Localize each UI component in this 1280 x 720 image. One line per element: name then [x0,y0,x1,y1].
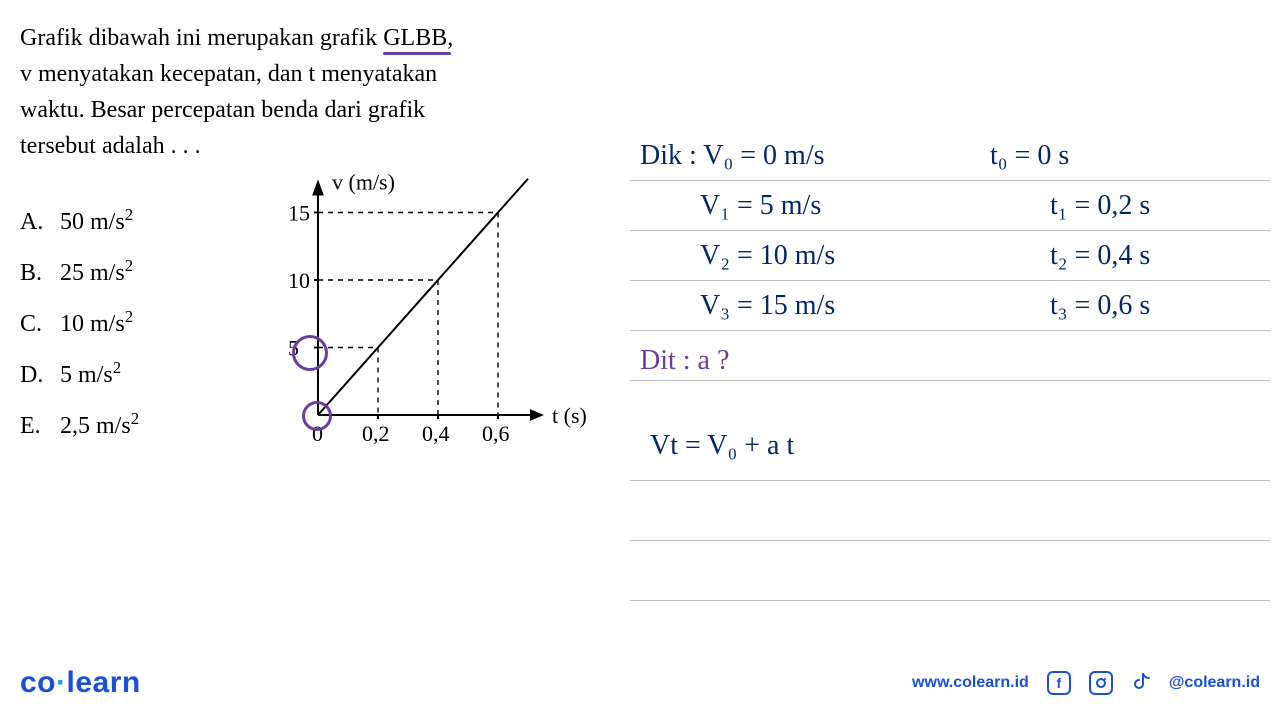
question-block: Grafik dibawah ini merupakan grafik GLBB… [20,20,620,164]
logo-left: co [20,666,56,699]
svg-text:t (s): t (s) [552,403,587,428]
handwritten-line: V₃ = 15 m/s [700,290,835,322]
handwritten-dit: Dit : a ? [640,345,729,377]
velocity-time-chart: v (m/s)t (s)5101500,20,40,6 [260,160,580,450]
handwritten-line: t₂ = 0,4 s [1050,240,1150,272]
handwritten-line: Dik : V₀ = 0 m/s [640,140,825,172]
logo-dot: · [56,666,67,699]
footer-website: www.colearn.id [912,674,1029,692]
handwritten-line: V₂ = 10 m/s [700,240,835,272]
handwritten-line: t₀ = 0 s [990,140,1069,172]
question-line-3: waktu. Besar percepatan benda dari grafi… [20,92,620,128]
answer-option: B.25 m/s2 [20,256,139,287]
svg-text:0,4: 0,4 [422,421,450,446]
brand-logo: co·learn [20,666,141,700]
svg-text:0,6: 0,6 [482,421,510,446]
annotation-circle-origin [302,401,332,431]
footer-handle: @colearn.id [1169,674,1260,692]
logo-right: learn [67,666,141,699]
annotation-circle-y5 [292,335,328,371]
tiktok-icon [1131,672,1151,694]
answer-option: D.5 m/s2 [20,358,139,389]
answer-option: C.10 m/s2 [20,307,139,338]
handwritten-line: V₁ = 5 m/s [700,190,821,222]
svg-text:v (m/s): v (m/s) [332,170,395,195]
facebook-icon: f [1047,671,1071,695]
question-keyword-glbb: GLBB [383,25,447,51]
answer-option: E.2,5 m/s2 [20,409,139,440]
question-line-2: v menyatakan kecepatan, dan t menyatakan [20,56,620,92]
handwritten-line: t₁ = 0,2 s [1050,190,1150,222]
svg-text:0,2: 0,2 [362,421,390,446]
question-line-1-pre: Grafik dibawah ini merupakan grafik [20,25,383,51]
answers-list: A.50 m/s2 B.25 m/s2 C.10 m/s2 D.5 m/s2 E.2,5… [20,205,139,460]
answer-option: A.50 m/s2 [20,205,139,236]
handwritten-line: t₃ = 0,6 s [1050,290,1150,322]
page-footer: co·learn www.colearn.id f @colearn.id [20,666,1260,700]
svg-text:15: 15 [288,201,310,226]
handwritten-formula: Vt = V₀ + a t [650,430,794,462]
question-line-1: Grafik dibawah ini merupakan grafik GLBB… [20,20,620,56]
svg-text:10: 10 [288,268,310,293]
question-line-4: tersebut adalah . . . [20,128,620,164]
question-line-1-post: , [447,25,453,51]
instagram-icon [1089,671,1113,695]
footer-right: www.colearn.id f @colearn.id [912,671,1260,695]
